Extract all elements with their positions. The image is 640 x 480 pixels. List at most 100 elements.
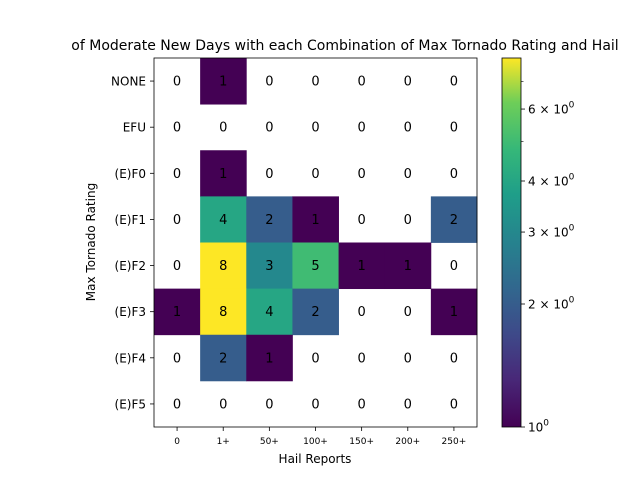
cell-value: 0: [450, 75, 458, 90]
cell-value: 1: [450, 305, 458, 320]
cell-value: 0: [311, 351, 319, 366]
heatmap-cell: [200, 334, 247, 382]
y-tick-label: (E)F4: [115, 351, 146, 365]
y-tick-label: (E)F1: [115, 213, 146, 227]
cell-value: 0: [173, 121, 181, 136]
x-tick-label: 150+: [349, 437, 374, 447]
cell-value: 2: [311, 305, 319, 320]
y-tick-label: (E)F5: [115, 397, 146, 411]
heatmap-cell: [292, 288, 339, 336]
cell-value: 1: [265, 351, 273, 366]
cell-value: 0: [265, 397, 273, 412]
heatmap-cell: [246, 196, 293, 243]
cell-value: 0: [358, 121, 366, 136]
x-axis-ticks: 0 1+ 50+ 100+ 150+ 200+ 250+: [174, 427, 466, 447]
cell-value: 0: [173, 75, 181, 90]
cell-value: 1: [358, 259, 366, 274]
heatmap-cell: [200, 58, 247, 105]
cell-value: 0: [173, 213, 181, 228]
cell-value: 0: [404, 213, 412, 228]
cell-value: 0: [173, 351, 181, 366]
heatmap-cell: [292, 242, 339, 290]
cell-value: 8: [219, 305, 227, 320]
y-tick-label: (E)F3: [115, 305, 146, 319]
y-tick-label: EFU: [123, 121, 146, 135]
x-tick-label: 200+: [395, 437, 420, 447]
colorbar-tick-label: 100: [528, 419, 549, 435]
heatmap-cell: [430, 196, 478, 243]
x-tick-label: 0: [174, 437, 180, 447]
y-axis-label: Max Tornado Rating: [84, 183, 98, 301]
cell-value: 0: [311, 75, 319, 90]
cell-value: 0: [173, 167, 181, 182]
colorbar: [501, 57, 522, 428]
heatmap-cell: [384, 242, 432, 290]
chart-title: of Moderate New Days with each Combinati…: [71, 38, 618, 54]
heatmap-cell: [430, 288, 478, 336]
colorbar-tick-label: 6 × 100: [528, 101, 575, 117]
cell-value: 0: [358, 351, 366, 366]
heatmap-cell: [338, 242, 386, 290]
colorbar-tick-label: 4 × 100: [528, 173, 575, 189]
y-tick-label: (E)F2: [115, 259, 146, 273]
cell-value: 3: [265, 259, 273, 274]
heatmap-cell: [154, 288, 201, 336]
x-tick-label: 50+: [260, 437, 279, 447]
y-tick-label: (E)F0: [115, 167, 146, 181]
cell-value: 0: [265, 121, 273, 136]
cell-value: 8: [219, 259, 227, 274]
heatmap-cell: [246, 334, 293, 382]
heatmap-cell: [246, 242, 293, 290]
cell-value: 0: [358, 75, 366, 90]
cell-value: 0: [450, 397, 458, 412]
cell-value: 2: [450, 213, 458, 228]
y-tick-label: NONE: [111, 75, 146, 89]
cell-value: 0: [450, 121, 458, 136]
cell-value: 2: [265, 213, 273, 228]
cell-value: 0: [404, 167, 412, 182]
cell-value: 4: [265, 305, 273, 320]
heatmap-cell: [292, 196, 339, 243]
cell-value: 0: [450, 351, 458, 366]
colorbar-tick-label: 3 × 100: [528, 224, 575, 240]
x-tick-label: 1+: [217, 437, 230, 447]
cell-value: 0: [311, 167, 319, 182]
cell-value: 0: [450, 259, 458, 274]
x-tick-label: 100+: [303, 437, 328, 447]
x-axis-label: Hail Reports: [279, 452, 352, 466]
heatmap-cell: [200, 196, 247, 243]
cell-value: 0: [358, 397, 366, 412]
cell-value: 5: [311, 259, 319, 274]
cell-value: 0: [358, 167, 366, 182]
cell-value: 4: [219, 213, 227, 228]
cell-value: 0: [219, 397, 227, 412]
y-axis-ticks: NONE EFU (E)F0 (E)F1 (E)F2 (E)F3 (E)F4 (E)F5: [111, 75, 154, 411]
cell-value-labels: 0 1 0 0 0 0 0 0 0 0 0 0 0 0 0 1 0 0 0 0 0 0 4 2 1 0 0 2 0 8 3 5 1 1 0 1 8 4 2 0…: [173, 75, 458, 413]
colorbar-tick-label: 2 × 100: [528, 296, 575, 312]
cell-value: 0: [265, 167, 273, 182]
cell-value: 0: [265, 75, 273, 90]
cell-value: 0: [358, 305, 366, 320]
cell-value: 0: [173, 259, 181, 274]
heatmap-cell: [246, 288, 293, 336]
heatmap-cell: [200, 150, 247, 197]
cell-value: 1: [311, 213, 319, 228]
cell-value: 0: [219, 121, 227, 136]
cell-value: 0: [173, 397, 181, 412]
cell-value: 0: [404, 121, 412, 136]
cell-value: 1: [404, 259, 412, 274]
cell-value: 0: [311, 121, 319, 136]
cell-value: 0: [404, 305, 412, 320]
cell-value: 1: [219, 75, 227, 90]
cell-value: 0: [358, 213, 366, 228]
cell-value: 0: [311, 397, 319, 412]
cell-value: 1: [219, 167, 227, 182]
cell-value: 0: [404, 397, 412, 412]
cell-value: 1: [173, 305, 181, 320]
heatmap-cell: [200, 288, 247, 336]
cell-value: 2: [219, 351, 227, 366]
cell-value: 0: [404, 351, 412, 366]
colorbar-ticks: 100 2 × 100 3 × 100 4 × 100 6 × 100: [521, 81, 575, 435]
cell-value: 0: [404, 75, 412, 90]
